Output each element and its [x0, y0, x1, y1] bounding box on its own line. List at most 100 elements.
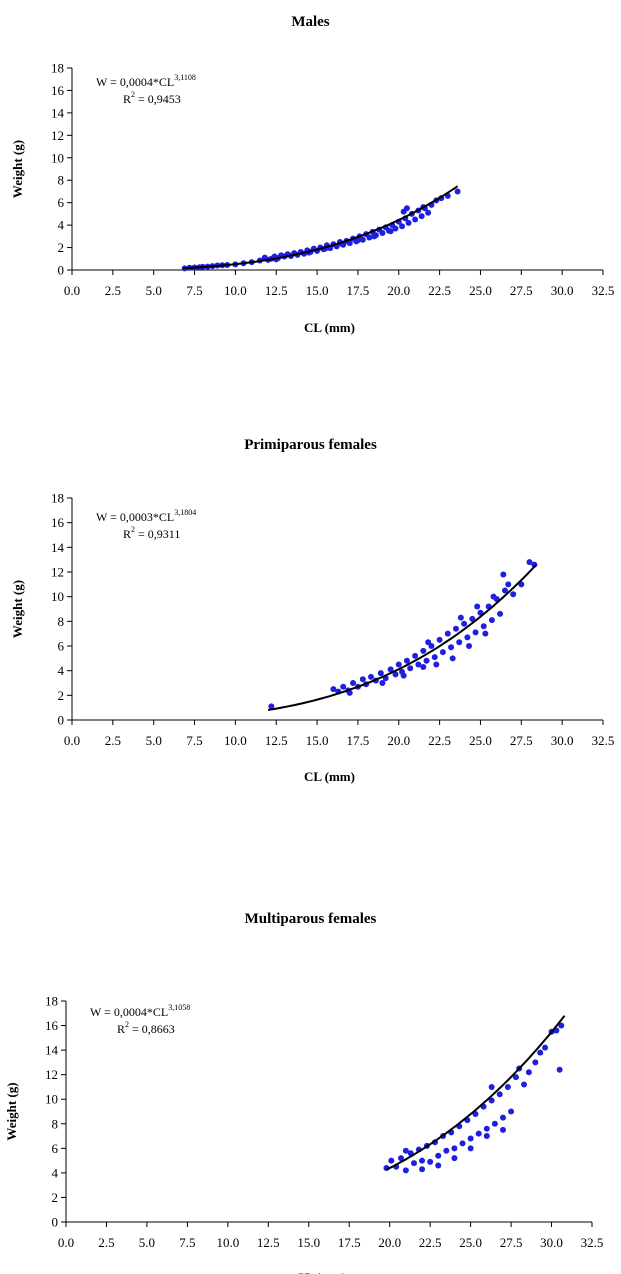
x-tick-label: 30.0 — [551, 733, 574, 748]
data-point — [449, 655, 456, 662]
data-point — [466, 643, 473, 649]
x-tick-label: 7.5 — [186, 733, 202, 748]
x-tick-label: 5.0 — [146, 283, 162, 298]
data-point — [500, 571, 507, 578]
x-tick-label: 30.0 — [540, 1235, 563, 1250]
chart-title: Males — [291, 14, 330, 30]
data-point — [377, 670, 384, 677]
y-tick-label: 10 — [51, 150, 64, 165]
data-point — [379, 229, 386, 236]
data-point — [497, 610, 504, 617]
y-tick-label: 8 — [58, 614, 65, 629]
data-point — [431, 654, 438, 661]
data-point — [464, 634, 471, 641]
data-point — [467, 1135, 474, 1142]
x-axis-title: CL (mm) — [304, 769, 355, 784]
regression-equation: W = 0,0004*CL3,1108 — [96, 73, 196, 89]
x-tick-label: 7.5 — [186, 283, 202, 298]
data-point — [443, 1147, 450, 1154]
data-point — [405, 219, 412, 226]
data-point — [526, 559, 533, 566]
x-tick-label: 5.0 — [146, 733, 162, 748]
chart-svg: 0 2 4 6 8 10 12 14 16 18 0.0 2.5 5.0 7.5 10.0 12.5 15.0 1… — [4, 994, 603, 1274]
data-point — [461, 620, 468, 627]
data-point — [444, 630, 451, 637]
data-point — [488, 617, 495, 624]
x-tick-label: 12.5 — [265, 283, 288, 298]
chart-svg: 0 2 4 6 8 10 12 14 16 18 0.0 2.5 5.0 7.5 10.0 12.5 15.0 1… — [10, 61, 615, 336]
data-point — [558, 1022, 565, 1029]
data-point — [439, 649, 446, 656]
x-tick-label: 32.5 — [592, 283, 615, 298]
x-tick-label: 0.0 — [58, 1235, 74, 1250]
data-point — [448, 644, 455, 651]
y-tick-label: 18 — [45, 994, 58, 1009]
y-tick-label: 6 — [58, 195, 65, 210]
y-tick-label: 10 — [45, 1092, 58, 1107]
y-axis-title: Weight (g) — [10, 580, 25, 638]
data-point — [400, 672, 407, 679]
x-tick-label: 10.0 — [216, 1235, 239, 1250]
data-point — [268, 703, 275, 710]
data-point — [505, 581, 512, 588]
chart-panel-primiparous: Primiparous females 0 2 4 6 8 10 12 14 16 18 0.0 2.… — [0, 420, 621, 840]
data-point — [435, 1152, 442, 1159]
data-point — [435, 1162, 442, 1169]
data-point — [340, 683, 347, 690]
y-tick-label: 8 — [52, 1116, 59, 1131]
data-point — [433, 661, 440, 668]
chart-svg: 0 2 4 6 8 10 12 14 16 18 0.0 2.5 5.0 7.5 10.0 12.5 15.0 1… — [10, 491, 614, 785]
chart-title: Primiparous females — [244, 437, 377, 453]
data-point — [425, 209, 432, 216]
x-tick-label: 30.0 — [551, 283, 574, 298]
y-tick-label: 6 — [52, 1141, 59, 1156]
x-tick-label: 25.0 — [469, 283, 492, 298]
trendline — [183, 185, 459, 270]
y-tick-label: 18 — [51, 61, 64, 76]
data-point — [359, 236, 366, 243]
data-point — [542, 1044, 549, 1051]
x-tick-label: 12.5 — [265, 733, 288, 748]
x-axis-title: CL (mm) — [296, 1270, 347, 1274]
x-tick-label: 2.5 — [105, 733, 121, 748]
y-tick-label: 12 — [51, 128, 64, 143]
data-point — [359, 676, 366, 683]
data-point — [379, 680, 386, 686]
data-point — [475, 1130, 482, 1137]
x-tick-label: 27.5 — [510, 283, 533, 298]
y-tick-label: 4 — [58, 663, 65, 678]
y-axis-title: Weight (g) — [10, 140, 25, 198]
data-point — [330, 686, 337, 693]
data-point — [467, 1145, 474, 1152]
x-tick-label: 20.0 — [387, 283, 410, 298]
data-point — [456, 639, 463, 646]
x-tick-label: 20.0 — [378, 1235, 401, 1250]
data-point — [392, 671, 399, 678]
data-point — [412, 216, 419, 223]
y-tick-label: 4 — [58, 218, 65, 233]
data-point — [425, 639, 432, 646]
x-tick-label: 25.0 — [469, 733, 492, 748]
data-point — [346, 240, 353, 247]
trendline — [386, 1015, 566, 1171]
data-point — [395, 661, 402, 668]
data-point — [402, 1147, 409, 1154]
data-point — [482, 630, 489, 637]
data-point — [501, 587, 508, 594]
data-point — [483, 1125, 490, 1132]
x-tick-label: 17.5 — [347, 283, 370, 298]
data-point — [346, 689, 353, 696]
x-tick-label: 5.0 — [139, 1235, 155, 1250]
x-tick-label: 15.0 — [306, 733, 329, 748]
x-tick-label: 22.5 — [428, 283, 451, 298]
data-point — [532, 1059, 539, 1066]
data-point — [388, 1157, 395, 1164]
data-point — [480, 623, 487, 630]
data-point — [415, 661, 422, 668]
data-point — [451, 1155, 458, 1162]
y-tick-label: 16 — [45, 1018, 59, 1033]
data-point — [410, 1160, 417, 1167]
x-tick-label: 10.0 — [224, 733, 247, 748]
data-point — [510, 591, 517, 598]
x-tick-label: 0.0 — [64, 733, 80, 748]
